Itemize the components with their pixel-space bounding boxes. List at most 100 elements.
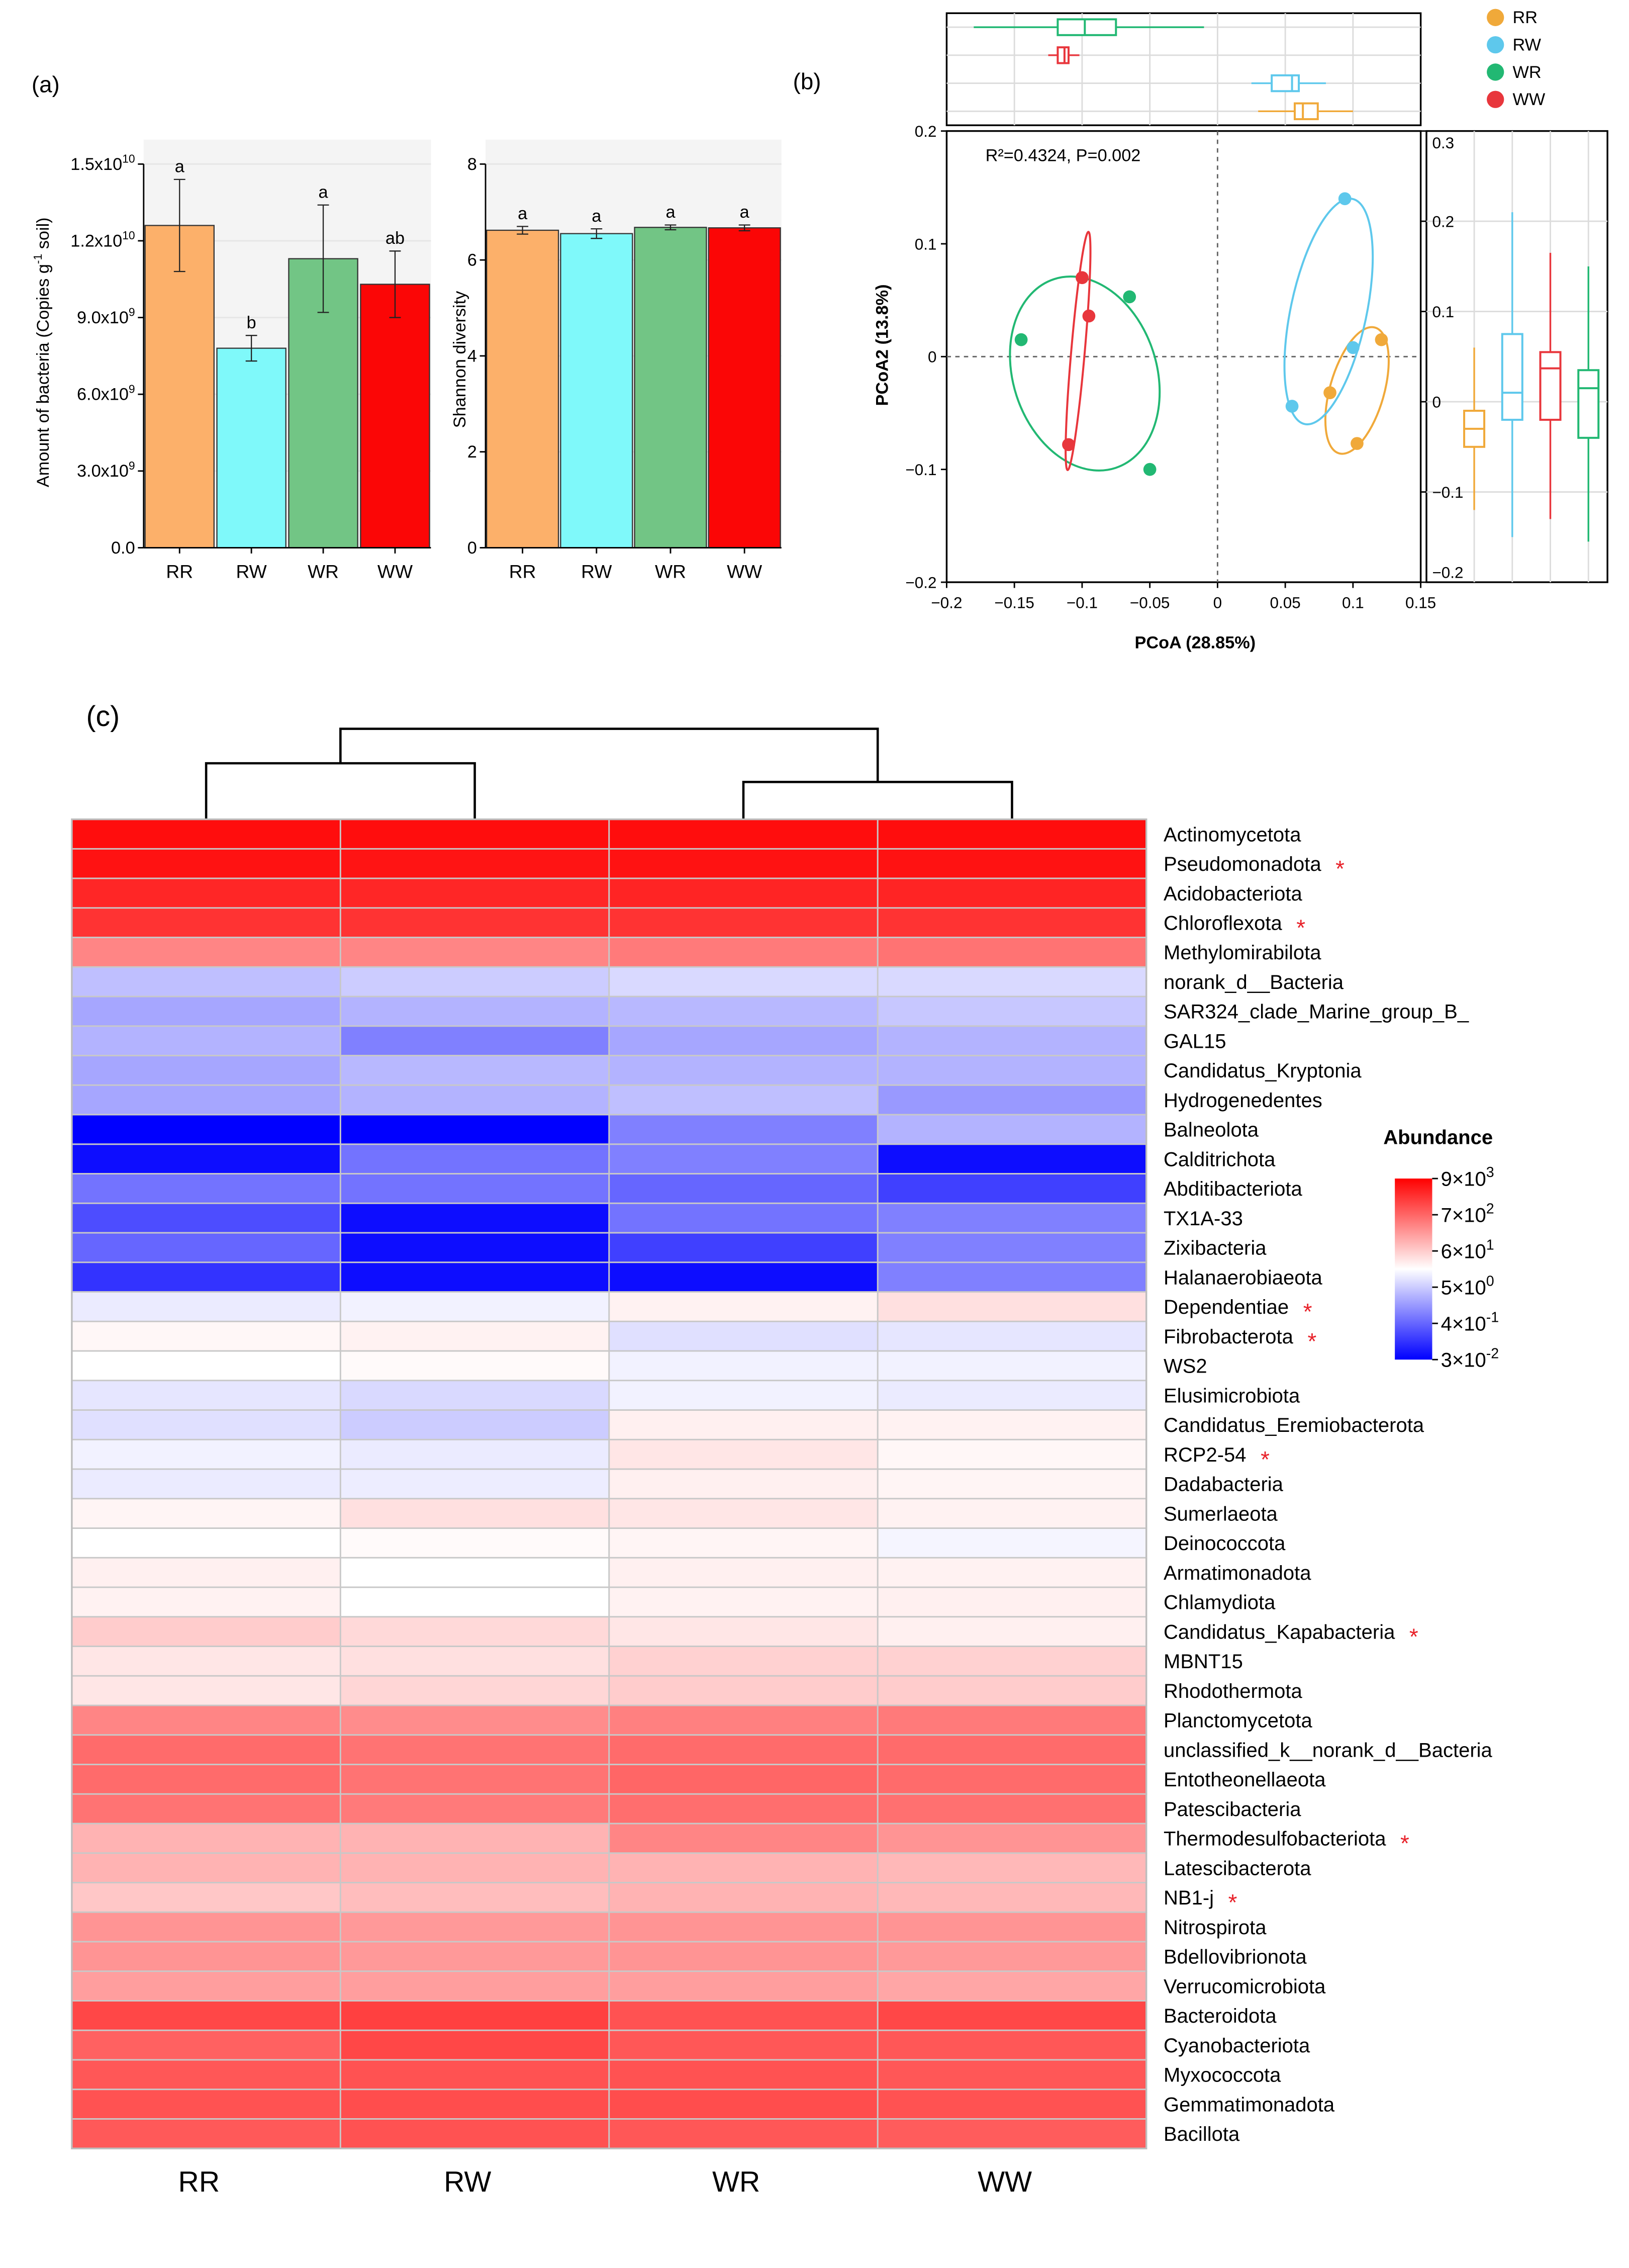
row-label: NB1-j xyxy=(1164,1887,1214,1909)
significance-letter-WW: a xyxy=(740,203,750,222)
heatmap-cell xyxy=(339,2089,610,2120)
row-label: Dependentiae xyxy=(1164,1296,1289,1318)
row-label: Myxococcota xyxy=(1164,2064,1281,2086)
heatmap-cell xyxy=(608,1055,879,1086)
heatmap-cell xyxy=(339,1380,610,1411)
panel-b-pcoa: (b) −0.2 −0.1 0 0.1 0.2 0.3 −0.2 −0.15 −0.1 −0.0… xyxy=(793,8,1608,652)
significance-star: * xyxy=(1308,1328,1317,1354)
y-tick-label: 0 xyxy=(1432,393,1441,411)
heatmap-cell xyxy=(608,1646,879,1677)
box-WR xyxy=(1577,369,1600,439)
heatmap-cell xyxy=(608,1291,879,1322)
heatmap-cell xyxy=(71,1852,341,1883)
row-label: unclassified_k__norank_d__Bacteria xyxy=(1164,1739,1493,1761)
heatmap-cell xyxy=(339,1882,610,1913)
heatmap-cell xyxy=(71,1498,341,1529)
heatmap-cell xyxy=(608,2000,879,2031)
y-tick-label: 0.1 xyxy=(1432,303,1454,321)
legend-marker-RR xyxy=(1487,9,1504,26)
heatmap-cell xyxy=(877,1675,1147,1706)
heatmap-cell xyxy=(339,907,610,939)
heatmap-cell xyxy=(339,2059,610,2091)
dendrogram-root xyxy=(339,728,879,782)
column-label-RW: RW xyxy=(444,2166,491,2198)
heatmap-cell xyxy=(877,1823,1147,1854)
heatmap-cell xyxy=(877,1970,1147,2002)
ylabel-sup: -1 xyxy=(31,254,44,264)
x-tick-label-RW: RW xyxy=(581,561,612,582)
colorbar-tick-label: 9×103 xyxy=(1441,1164,1494,1190)
colorbar-tick-label: 5×100 xyxy=(1441,1273,1494,1299)
confidence-ellipse-RW xyxy=(1283,198,1374,425)
heatmap-cell xyxy=(71,1320,341,1352)
heatmap-cell xyxy=(877,1114,1147,1145)
y-tick-label: −0.1 xyxy=(1432,484,1463,501)
heatmap-cell xyxy=(71,2089,341,2120)
heatmap-cell xyxy=(339,1261,610,1293)
row-label: Deinococcota xyxy=(1164,1532,1286,1555)
x-tick-label: −0.15 xyxy=(994,594,1034,611)
significance-star: * xyxy=(1303,1299,1312,1325)
heatmap-cell xyxy=(877,1852,1147,1883)
heatmap-cell xyxy=(608,1173,879,1204)
row-label: Methylomirabilota xyxy=(1164,942,1321,964)
colorbar-tick-label: 4×10-1 xyxy=(1441,1309,1499,1335)
heatmap-cell xyxy=(339,1084,610,1116)
y-tick-label: 2 xyxy=(467,442,477,462)
pcoa-xlabel: PCoA (28.85%) xyxy=(1135,633,1256,652)
row-label: Halanaerobiaeota xyxy=(1164,1266,1323,1289)
panel-a-label: (a) xyxy=(32,71,60,97)
bar-WW xyxy=(708,227,781,549)
heatmap-cell xyxy=(339,1202,610,1234)
heatmap-cell xyxy=(339,1823,610,1854)
heatmap-cell xyxy=(71,1527,341,1559)
point-RW xyxy=(1285,400,1299,413)
row-label: Abditibacteriota xyxy=(1164,1178,1302,1200)
row-label: Balneolota xyxy=(1164,1119,1259,1141)
y-tick-label: 0.0 xyxy=(111,538,135,558)
row-label: Fibrobacterota xyxy=(1164,1326,1294,1348)
heatmap-cell xyxy=(877,848,1147,879)
heatmap-cell xyxy=(71,1704,341,1736)
heatmap-cell xyxy=(877,1882,1147,1913)
heatmap-cell xyxy=(608,995,879,1027)
point-RR xyxy=(1375,333,1388,346)
colorbar-tick-label: 3×10-2 xyxy=(1441,1345,1499,1371)
heatmap-cell xyxy=(877,1704,1147,1736)
heatmap-cell xyxy=(877,1025,1147,1057)
heatmap-cell xyxy=(877,1468,1147,1500)
heatmap-cell xyxy=(71,1173,341,1204)
ylabel-tail: soil) xyxy=(34,217,53,253)
heatmap-cell xyxy=(339,2118,610,2149)
row-label: TX1A-33 xyxy=(1164,1208,1243,1230)
x-tick-label-RR: RR xyxy=(509,561,536,582)
heatmap-cell xyxy=(608,1025,879,1057)
heatmap-cell xyxy=(877,1438,1147,1470)
heatmap-cell xyxy=(877,995,1147,1027)
row-label: Elusimicrobiota xyxy=(1164,1385,1300,1407)
heatmap-cell xyxy=(71,1646,341,1677)
significance-letter-WR: a xyxy=(319,183,329,202)
significance-star: * xyxy=(1335,856,1345,881)
heatmap-cell xyxy=(71,2000,341,2031)
heatmap-cell xyxy=(339,1911,610,1943)
point-WW xyxy=(1076,271,1089,285)
row-label: Gemmatimonadota xyxy=(1164,2094,1335,2116)
y-tick-label: 0 xyxy=(467,538,477,558)
heatmap-cell xyxy=(877,1409,1147,1440)
y-tick-label: 4 xyxy=(467,346,477,366)
y-tick-label: 0 xyxy=(928,348,936,366)
heatmap-cell xyxy=(339,1675,610,1706)
significance-letter-RW: a xyxy=(592,207,602,226)
significance-letter-RR: a xyxy=(175,157,185,176)
heatmap-cell xyxy=(71,1468,341,1500)
heatmap-cell xyxy=(877,1734,1147,1765)
row-label: Verrucomicrobiota xyxy=(1164,1975,1326,1998)
heatmap-cell xyxy=(339,1173,610,1204)
row-label: Bacillota xyxy=(1164,2123,1240,2145)
row-label: Latescibacterota xyxy=(1164,1857,1311,1879)
row-label: Chlamydiota xyxy=(1164,1592,1276,1614)
heatmap-cell xyxy=(608,1498,879,1529)
heatmap-cell xyxy=(71,1350,341,1382)
heatmap-cell xyxy=(71,2029,341,2061)
